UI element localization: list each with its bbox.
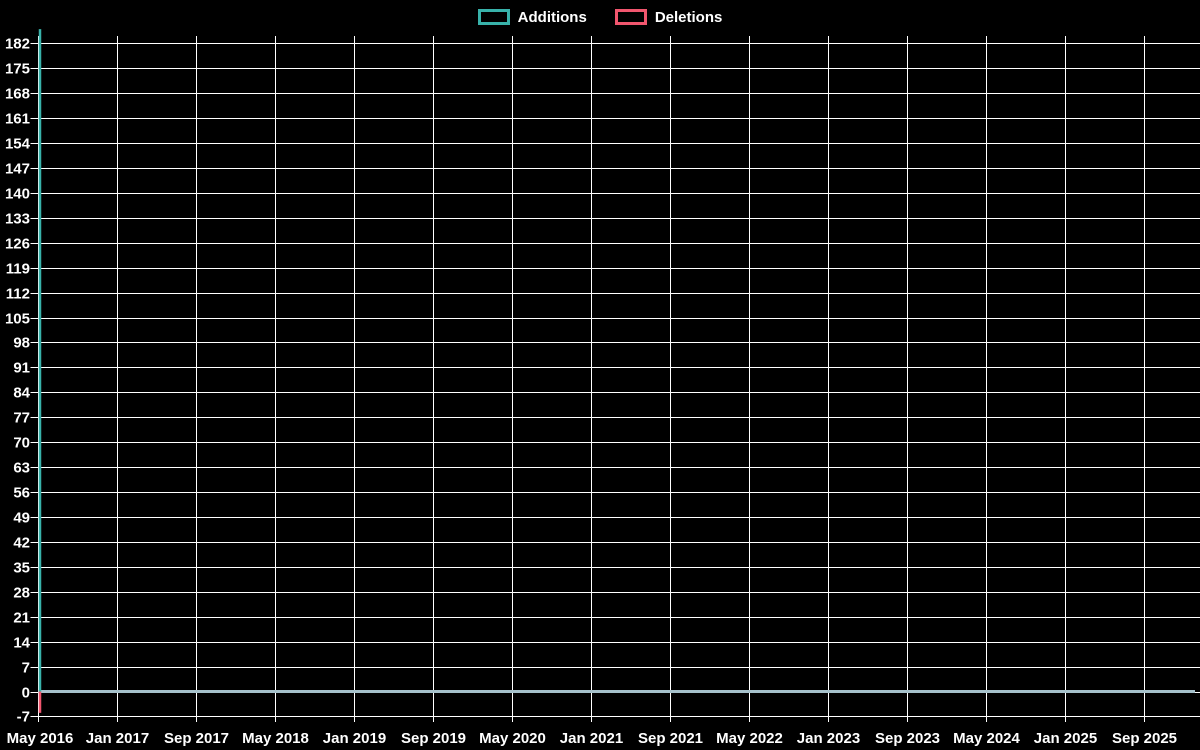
x-tick-label: May 2022	[716, 730, 783, 747]
y-tick-label: 133	[5, 211, 30, 228]
x-tick-label: May 2016	[7, 730, 74, 747]
y-tick-label: 0	[22, 685, 30, 702]
y-tick-label: 56	[13, 485, 30, 502]
x-tick-label: Jan 2021	[560, 730, 623, 747]
x-tick-label: Sep 2023	[875, 730, 940, 747]
y-tick-label: -7	[17, 709, 30, 726]
y-tick-label: 7	[22, 660, 30, 677]
additions-swatch-icon	[477, 9, 510, 25]
x-tick-label: Sep 2017	[164, 730, 229, 747]
x-tick-label: Jan 2019	[323, 730, 386, 747]
y-tick-label: 84	[13, 385, 30, 402]
legend-item-deletions[interactable]: Deletions	[614, 8, 723, 26]
y-tick-label: 154	[5, 136, 31, 153]
y-tick-label: 140	[5, 186, 30, 203]
x-tick-label: Jan 2017	[86, 730, 149, 747]
y-tick-label: 112	[6, 286, 30, 303]
x-tick-label: Sep 2021	[638, 730, 703, 747]
y-tick-label: 126	[5, 236, 30, 253]
y-tick-label: 42	[13, 535, 30, 552]
legend-label-deletions: Deletions	[654, 8, 723, 26]
y-tick-label: 70	[13, 435, 30, 452]
legend-item-additions[interactable]: Additions	[477, 8, 587, 26]
y-tick-label: 175	[5, 61, 30, 78]
y-tick-label: 49	[13, 510, 30, 527]
y-tick-label: 168	[5, 86, 30, 103]
y-tick-label: 63	[13, 460, 30, 477]
y-tick-label: 105	[5, 311, 30, 328]
y-tick-label: 21	[13, 610, 30, 627]
y-tick-label: 182	[5, 36, 30, 53]
y-tick-label: 91	[13, 360, 30, 377]
y-tick-label: 14	[13, 635, 30, 652]
x-tick-label: Jan 2023	[797, 730, 860, 747]
y-tick-label: 119	[6, 261, 30, 278]
x-tick-label: May 2020	[479, 730, 546, 747]
x-tick-label: Sep 2025	[1112, 730, 1177, 747]
x-tick-label: Sep 2019	[401, 730, 466, 747]
deletions-swatch-icon	[614, 9, 647, 25]
x-tick-label: Jan 2025	[1034, 730, 1097, 747]
y-tick-label: 98	[13, 335, 30, 352]
y-tick-label: 77	[13, 410, 30, 427]
legend-label-additions: Additions	[517, 8, 587, 26]
y-tick-label: 28	[13, 585, 30, 602]
x-tick-label: May 2024	[953, 730, 1020, 747]
x-tick-label: May 2018	[242, 730, 309, 747]
y-tick-label: 161	[5, 111, 30, 128]
chart-legend: Additions Deletions	[0, 9, 1200, 25]
y-tick-label: 35	[13, 560, 30, 577]
y-tick-label: 147	[5, 161, 30, 178]
